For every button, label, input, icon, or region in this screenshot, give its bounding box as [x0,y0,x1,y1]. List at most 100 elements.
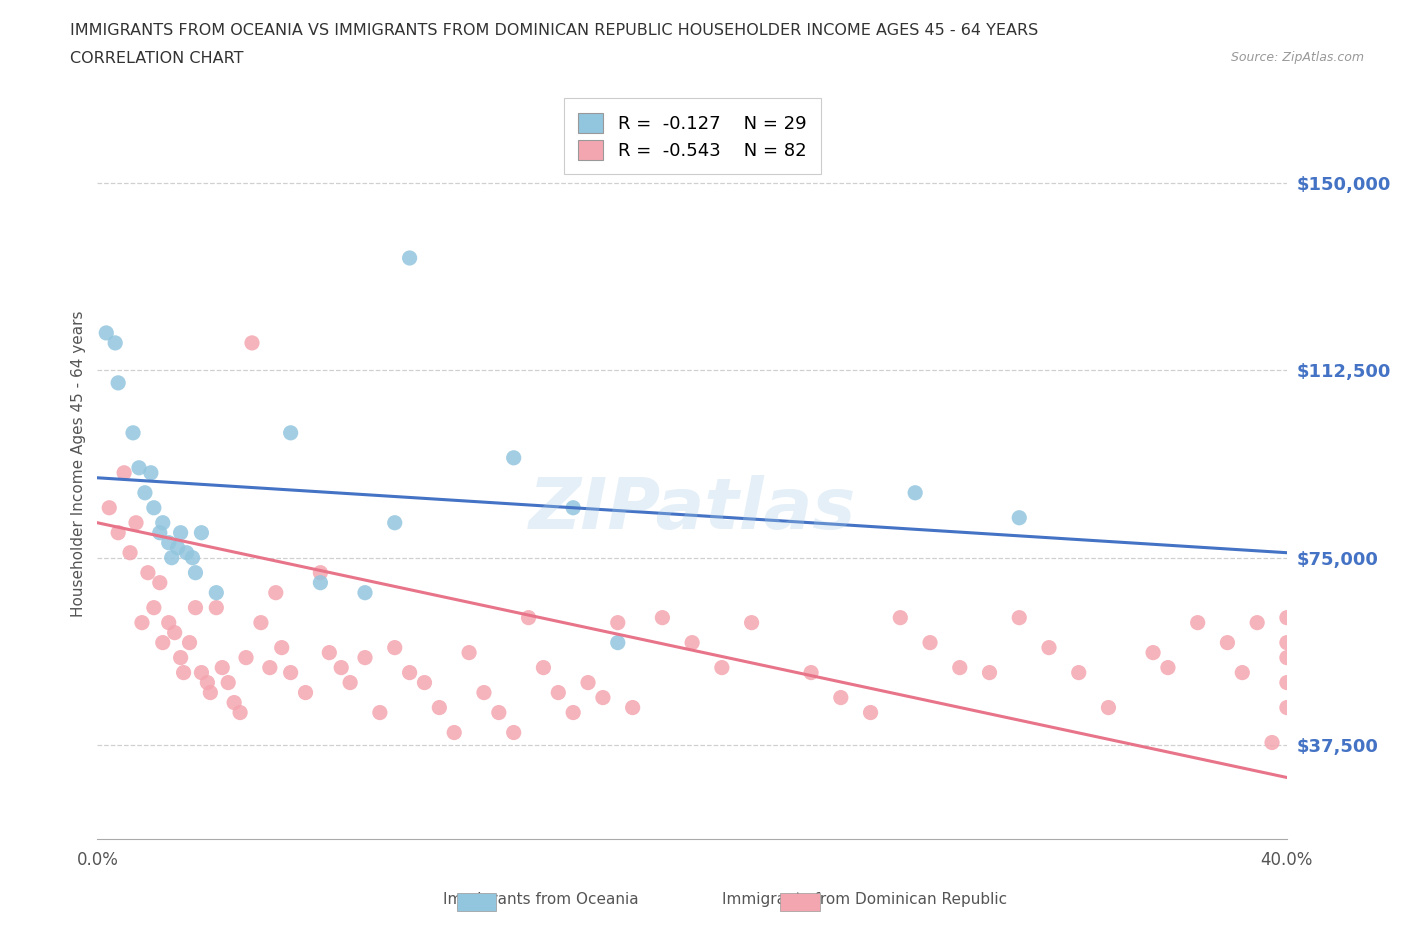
Point [1232,665,1254,680]
Point [139,465,162,480]
Point [562,500,585,515]
Point [576,675,599,690]
Point [1275,610,1298,625]
Point [184,565,207,580]
Point [859,705,882,720]
Point [741,616,763,631]
Point [280,425,302,440]
Point [205,585,228,600]
Point [142,600,165,615]
Point [458,645,481,660]
Point [651,610,673,625]
Point [309,576,332,591]
Point [229,705,252,720]
Text: Immigrants from Dominican Republic: Immigrants from Dominican Republic [723,892,1007,907]
Point [1067,665,1090,680]
Point [547,685,569,700]
Point [1157,660,1180,675]
Point [472,685,495,700]
Point [184,600,207,615]
Point [169,650,191,665]
Point [157,536,180,551]
Point [1142,645,1164,660]
Point [533,660,555,675]
Point [134,485,156,500]
Text: CORRELATION CHART: CORRELATION CHART [70,51,243,66]
Point [1038,640,1060,655]
Point [294,685,316,700]
Point [190,525,212,540]
Point [224,695,246,710]
Point [354,585,377,600]
Point [179,635,201,650]
Point [354,650,377,665]
Point [128,460,150,475]
Point [502,450,524,465]
Point [949,660,972,675]
Point [309,565,332,580]
Point [211,660,233,675]
Point [264,585,287,600]
Point [136,565,159,580]
Point [1216,635,1239,650]
Point [1275,650,1298,665]
Point [270,640,292,655]
Point [235,650,257,665]
Point [217,675,239,690]
Point [800,665,823,680]
Point [112,465,135,480]
Point [592,690,614,705]
Point [96,326,118,340]
Point [1275,700,1298,715]
Point [163,625,186,640]
Point [149,525,172,540]
Point [149,576,172,591]
Point [240,336,263,351]
Text: Source: ZipAtlas.com: Source: ZipAtlas.com [1230,51,1364,64]
Point [181,551,204,565]
Point [918,635,941,650]
Point [443,725,465,740]
Point [830,690,852,705]
Point [173,665,195,680]
Point [1246,616,1268,631]
Point [339,675,361,690]
Point [98,500,121,515]
Point [1275,635,1298,650]
Point [195,675,218,690]
Point [107,376,129,391]
Point [205,600,228,615]
Point [1008,610,1031,625]
Point [152,515,174,530]
Point [562,705,585,720]
Point [152,635,174,650]
Point [160,551,183,565]
Point [131,616,153,631]
Point [166,540,188,555]
Text: Immigrants from Oceania: Immigrants from Oceania [443,892,640,907]
Point [330,660,353,675]
Point [280,665,302,680]
Point [176,545,198,560]
Point [606,635,628,650]
Point [384,515,406,530]
Point [104,336,127,351]
Point [621,700,644,715]
Point [1008,511,1031,525]
Point [398,665,420,680]
Point [200,685,222,700]
Point [1261,735,1284,750]
Point [368,705,391,720]
Point [398,250,420,265]
Point [502,725,524,740]
Point [190,665,212,680]
Point [681,635,703,650]
Point [250,616,273,631]
Text: IMMIGRANTS FROM OCEANIA VS IMMIGRANTS FROM DOMINICAN REPUBLIC HOUSEHOLDER INCOME: IMMIGRANTS FROM OCEANIA VS IMMIGRANTS FR… [70,23,1039,38]
Point [142,500,165,515]
Text: ZIPatlas: ZIPatlas [529,474,856,543]
Point [157,616,180,631]
Point [710,660,733,675]
Point [169,525,191,540]
Point [125,515,148,530]
